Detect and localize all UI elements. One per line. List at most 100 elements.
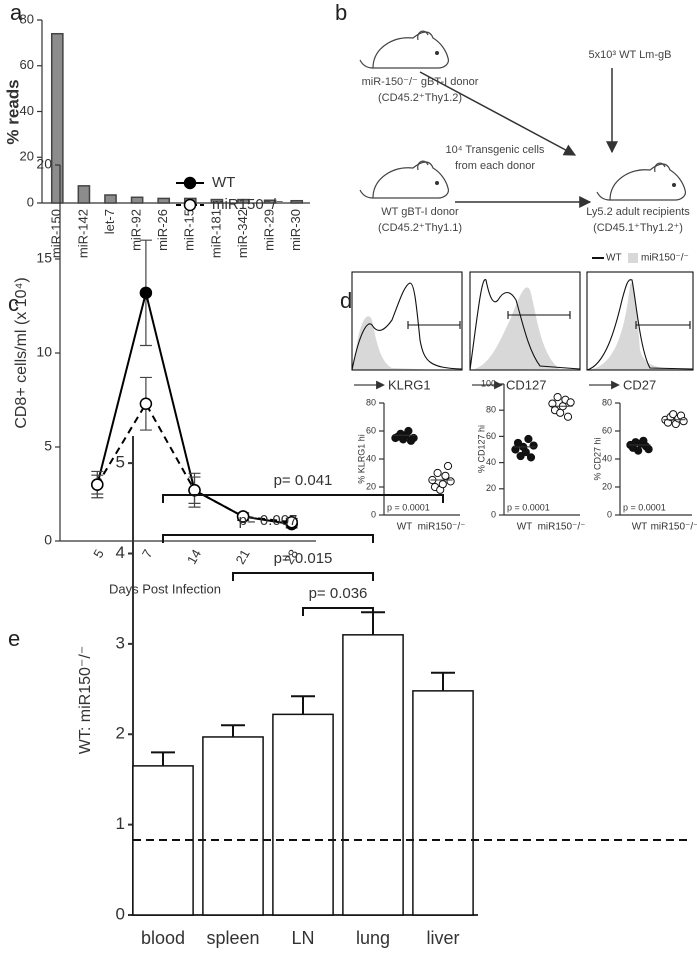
significance-bracket (162, 494, 444, 503)
point (139, 286, 153, 300)
dot (669, 410, 678, 419)
p-value: p= 0.036 (309, 585, 368, 602)
mouse-icon (359, 30, 449, 69)
gate (407, 321, 461, 329)
x-tick-label: miR-181 (208, 209, 223, 258)
y-tick-label: 40 (602, 453, 612, 463)
y-tick-label: 15 (36, 250, 52, 266)
x-tick-label: miR-92 (129, 209, 144, 251)
histogram-wt (469, 279, 581, 371)
y-tick-label: 60 (366, 425, 376, 435)
legend-swatch (628, 253, 638, 263)
y-tick-label: 4 (116, 543, 125, 562)
point (285, 515, 298, 529)
y-tick-label: 20 (602, 481, 612, 491)
y-axis-label: % CD127 hi (476, 425, 486, 473)
bar (157, 197, 171, 204)
significance-bracket (302, 607, 374, 616)
x-tick-label: let-7 (102, 209, 117, 234)
marker-label: CD27 (623, 377, 656, 392)
x-tick-label: liver (426, 928, 459, 948)
y-tick-label: 1 (116, 814, 125, 833)
bar (290, 199, 304, 204)
panel-label: e (8, 626, 20, 651)
recipient-label: Ly5.2 adult recipients (586, 206, 690, 218)
legend-label: WT (212, 174, 235, 191)
x-tick-label: 28 (281, 547, 301, 567)
y-tick-label: 0 (116, 904, 125, 923)
gate (635, 321, 691, 329)
p-value: p= 0.015 (274, 550, 333, 567)
x-tick-label: 21 (232, 547, 252, 567)
dot (441, 471, 450, 480)
donor-label: miR-150⁻/⁻ gBT-I donor (362, 76, 479, 88)
y-tick-label: 40 (366, 453, 376, 463)
panel-label: b (335, 0, 347, 25)
marker-label: CD127 (506, 377, 546, 392)
dot (404, 426, 413, 436)
dot (563, 412, 573, 421)
dot (521, 448, 530, 457)
dot (438, 480, 447, 489)
bar (263, 199, 277, 204)
donor-label: (CD45.2⁺Thy1.1) (378, 222, 462, 234)
p-value: p = 0.0001 (623, 502, 666, 512)
y-tick-label: 20 (20, 149, 34, 164)
p-value: p = 0.0001 (387, 502, 430, 512)
y-axis-label: % reads (3, 79, 22, 144)
error-bar (151, 751, 175, 766)
marker-label: KLRG1 (388, 377, 431, 392)
y-tick-label: 10 (36, 344, 52, 360)
bar (342, 634, 404, 916)
transfer-label: 10⁴ Transgenic cells (446, 144, 545, 156)
x-tick-label: miR-15 (182, 209, 197, 251)
panel-label: d (340, 288, 352, 313)
y-tick-label: 0 (607, 509, 612, 519)
x-axis-label: Days Post Infection (109, 581, 221, 596)
legend-label: WT (606, 253, 622, 264)
histogram-frame (586, 271, 694, 371)
histograms (351, 253, 694, 390)
error-bar (221, 724, 245, 737)
mouse-icon (359, 160, 449, 199)
x-tick-label: blood (141, 928, 185, 948)
p-value: p= 0.041 (274, 472, 333, 489)
y-tick-label: 80 (486, 405, 496, 415)
y-tick-label: 20 (366, 481, 376, 491)
significance-bracket (162, 534, 374, 543)
point (236, 510, 250, 523)
y-tick-label: 20 (36, 156, 52, 172)
dot (679, 417, 688, 426)
dot (443, 461, 453, 471)
histogram-wt (351, 282, 463, 371)
histogram-frame (351, 271, 463, 371)
y-tick-label: 3 (116, 633, 125, 652)
panel-label: c (8, 291, 19, 316)
point (139, 397, 153, 411)
donor-label: WT gBT-I donor (381, 206, 459, 218)
y-tick-label: 0 (371, 509, 376, 519)
histogram-wt (586, 279, 694, 371)
y-axis-label: CD8+ cells/ml (x 10⁴) (13, 277, 30, 428)
x-tick-label: miR-342 (235, 209, 250, 258)
error-bar (291, 695, 315, 715)
y-tick-label: 60 (602, 425, 612, 435)
dot (433, 468, 442, 478)
x-tick-label: spleen (206, 928, 259, 948)
x-tick-label: miR-26 (155, 209, 170, 251)
legend-marker (183, 198, 197, 212)
histogram-ko (587, 282, 693, 370)
bar (77, 185, 91, 204)
y-tick-label: 80 (20, 11, 34, 26)
y-axis-label: % KLRG1 hi (356, 434, 366, 484)
y-tick-label: 5 (44, 438, 52, 454)
y-tick-label: 5 (116, 453, 125, 472)
x-tick-label: LN (291, 928, 314, 948)
x-tick-label: miR150⁻/⁻ (418, 522, 466, 533)
y-tick-label: 100 (481, 378, 496, 388)
histogram-frame (469, 271, 581, 371)
y-tick-label: 20 (486, 483, 496, 493)
dot (644, 445, 653, 454)
panel-label: a (10, 0, 23, 25)
